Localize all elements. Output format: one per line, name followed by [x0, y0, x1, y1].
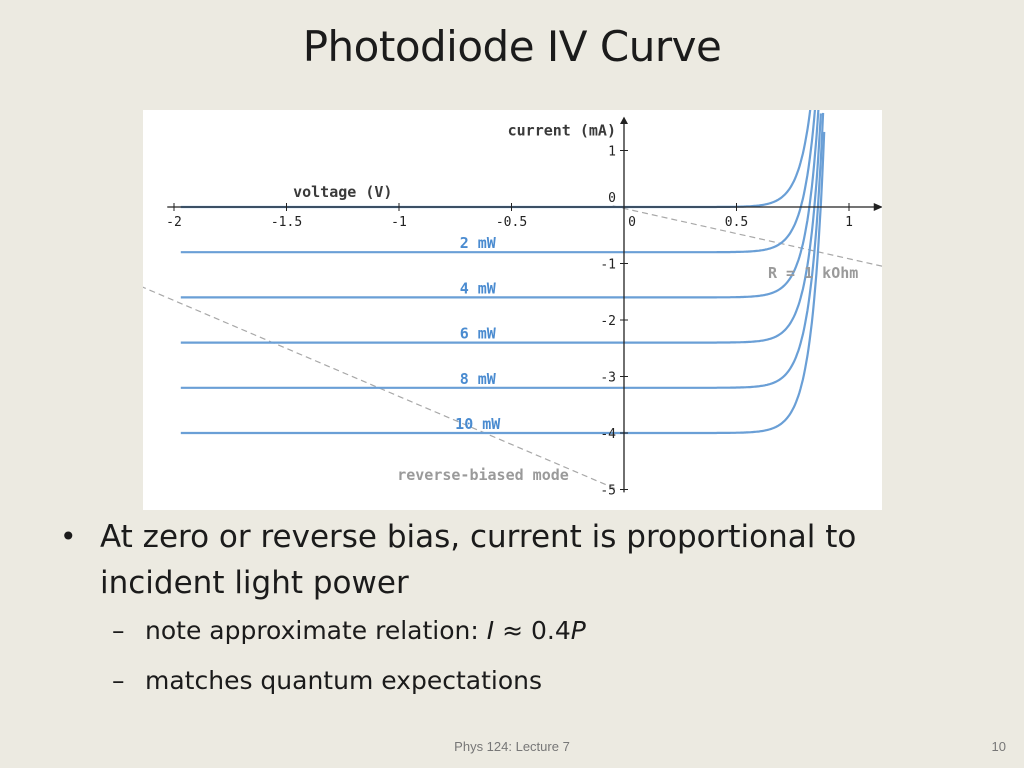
- region-label: reverse-biased mode: [397, 466, 569, 484]
- reverse-bias-line: [143, 286, 618, 491]
- iv-curve-series: [180, 110, 812, 209]
- y-tick-label: -2: [600, 314, 616, 329]
- series-label: 2 mW: [460, 234, 497, 252]
- bullet-dash: –: [112, 666, 125, 695]
- x-tick-label: -1: [391, 215, 407, 230]
- y-axis-title: current (mA): [508, 122, 616, 140]
- iv-curve-series: [180, 113, 822, 344]
- x-tick-label: -2: [166, 215, 182, 230]
- series-label: 8 mW: [460, 370, 497, 388]
- x-tick-label: 0: [628, 215, 636, 230]
- iv-curve-series: [180, 112, 825, 389]
- y-tick-label: 1: [608, 145, 616, 160]
- relation-power-symbol: P: [570, 616, 586, 645]
- y-axis-arrow: [620, 116, 628, 124]
- relation-approx: ≈ 0.4: [494, 616, 571, 645]
- bullet-dot: •: [60, 520, 77, 553]
- x-axis-arrow: [873, 203, 882, 211]
- iv-curve-chart: 2 mW 4 mW 6 mW 8 mW 10 mW -2 -1.5 -1 -0.5 0 0.5 1 1 0…: [143, 110, 882, 499]
- load-line-label: R = 1 kOhm: [768, 264, 858, 282]
- bullet-dash: –: [112, 616, 125, 645]
- bullet-list: • At zero or reverse bias, current is pr…: [60, 514, 960, 706]
- load-line: [612, 205, 882, 267]
- page-number: 10: [991, 739, 1006, 754]
- iv-curve-figure: 2 mW 4 mW 6 mW 8 mW 10 mW -2 -1.5 -1 -0.5 0 0.5 1 1 0…: [143, 110, 882, 510]
- x-tick-label: -1.5: [271, 215, 302, 230]
- y-tick-label: -4: [600, 427, 616, 442]
- x-tick-label: -0.5: [496, 215, 527, 230]
- x-axis-title: voltage (V): [293, 183, 392, 201]
- quantum-text: matches quantum expectations: [145, 666, 543, 695]
- y-tick-label: -5: [600, 484, 616, 499]
- bullet-main-text: At zero or reverse bias, current is prop…: [100, 519, 857, 601]
- series-label: 6 mW: [460, 325, 497, 343]
- iv-curve-series: [180, 110, 820, 299]
- relation-current-symbol: I: [486, 616, 495, 645]
- slide-footer: Phys 124: Lecture 7: [454, 739, 570, 754]
- iv-curve-series: [180, 131, 826, 435]
- iv-curve-series: [180, 110, 817, 254]
- series-label: 10 mW: [455, 415, 501, 433]
- slide-title: Photodiode IV Curve: [302, 22, 722, 71]
- series-label: 4 mW: [460, 279, 497, 297]
- bullet-sub-relation: – note approximate relation: I ≈ 0.4P: [60, 606, 960, 656]
- y-tick-label: -3: [600, 371, 616, 386]
- relation-text: note approximate relation:: [145, 616, 487, 645]
- bullet-sub-quantum: – matches quantum expectations: [60, 656, 960, 706]
- x-tick-label: 1: [845, 215, 853, 230]
- y-tick-label: 0: [608, 191, 616, 206]
- bullet-main: • At zero or reverse bias, current is pr…: [60, 514, 960, 606]
- y-tick-label: -1: [600, 258, 616, 273]
- x-tick-label: 0.5: [725, 215, 748, 230]
